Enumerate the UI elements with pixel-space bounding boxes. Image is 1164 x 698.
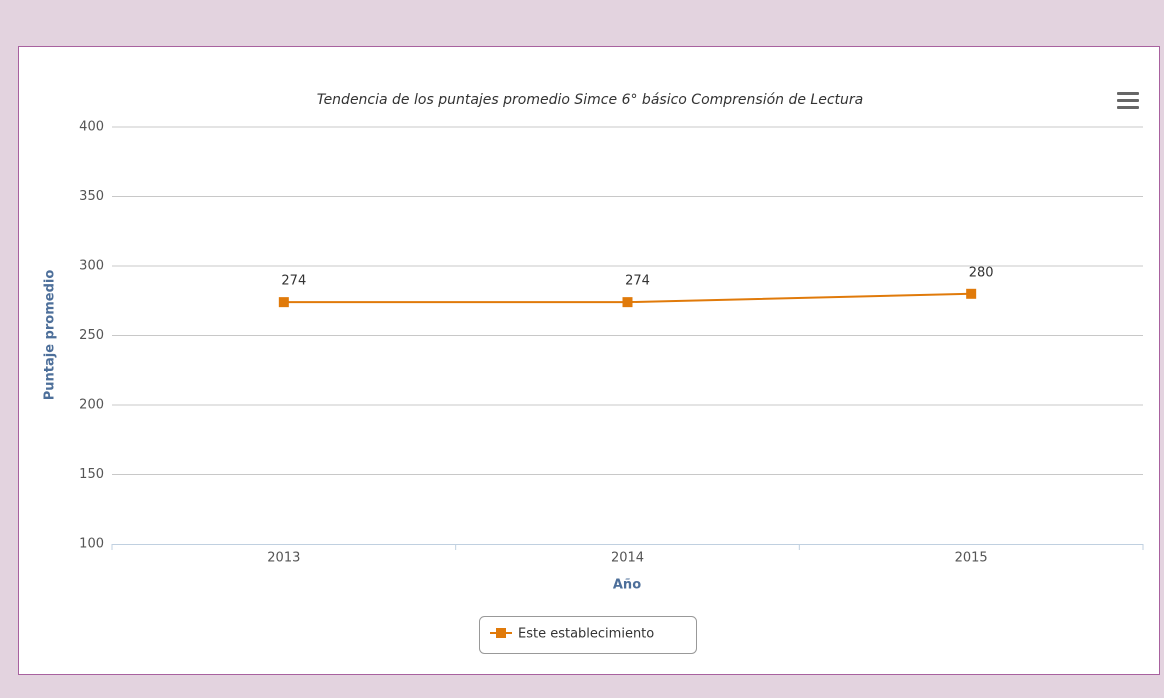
data-point	[278, 297, 289, 308]
y-tick-label: 300	[79, 259, 104, 274]
y-tick-label: 350	[79, 189, 104, 204]
x-axis-label: Año	[613, 578, 641, 593]
data-point	[622, 297, 633, 308]
y-tick-label: 100	[79, 537, 104, 552]
y-tick-label: 250	[79, 328, 104, 343]
menu-icon[interactable]	[1117, 92, 1139, 109]
x-tick-label: 2015	[955, 551, 988, 566]
legend-label: Este establecimiento	[518, 627, 654, 642]
x-tick-label: 2014	[611, 551, 644, 566]
x-tick-label: 2013	[267, 551, 300, 566]
data-label: 280	[969, 265, 994, 280]
data-point	[966, 288, 977, 299]
chart-title: Tendencia de los puntajes promedio Simce…	[317, 92, 863, 108]
menu-bar	[1117, 106, 1139, 109]
legend-box	[479, 616, 697, 654]
y-axis-label: Puntaje promedio	[43, 270, 58, 401]
y-tick-label: 150	[79, 467, 104, 482]
chart-container	[18, 46, 1160, 675]
legend-marker	[496, 628, 506, 638]
menu-bar	[1117, 92, 1139, 95]
y-tick-label: 200	[79, 398, 104, 413]
menu-bar	[1117, 99, 1139, 102]
data-label: 274	[281, 274, 306, 289]
data-label: 274	[625, 274, 650, 289]
y-tick-label: 400	[79, 120, 104, 135]
